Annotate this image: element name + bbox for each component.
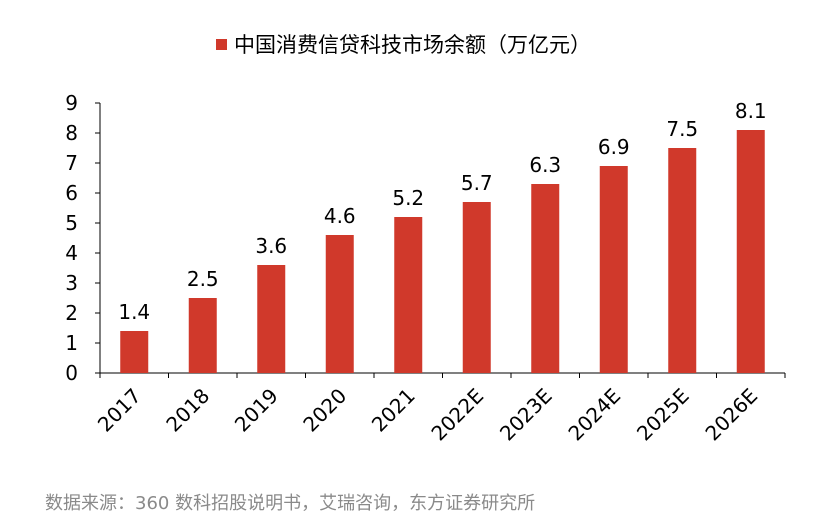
data-label: 5.7 xyxy=(461,171,493,195)
x-tick-label: 2023E xyxy=(495,384,557,446)
data-label: 6.9 xyxy=(598,135,630,159)
x-tick-label: 2019 xyxy=(230,384,283,437)
bar xyxy=(531,184,560,373)
bar xyxy=(394,217,423,373)
x-axis-ticks: 2017 2018 2019 2020 2021 2022E 2023E 2024E 2025E… xyxy=(93,373,786,446)
bar xyxy=(188,298,217,373)
x-tick-label: 2018 xyxy=(161,384,214,437)
y-tick-label: 2 xyxy=(65,301,78,325)
data-labels: 1.4 2.5 3.6 4.6 5.2 5.7 6.3 6.9 7.5 8.1 xyxy=(118,99,766,324)
data-label: 7.5 xyxy=(666,117,698,141)
x-tick-label: 2024E xyxy=(563,384,625,446)
x-tick-label: 2026E xyxy=(700,384,762,446)
data-label: 6.3 xyxy=(529,153,561,177)
y-tick-label: 7 xyxy=(65,151,78,175)
legend: 中国消费信贷科技市场余额（万亿元） xyxy=(216,33,591,57)
source-note: 数据来源：360 数科招股说明书，艾瑞咨询，东方证券研究所 xyxy=(45,493,536,514)
legend-label: 中国消费信贷科技市场余额（万亿元） xyxy=(234,33,591,57)
bar xyxy=(668,148,697,373)
data-label: 2.5 xyxy=(187,267,219,291)
x-tick-label: 2025E xyxy=(632,384,694,446)
y-tick-label: 5 xyxy=(65,211,78,235)
y-tick-label: 6 xyxy=(65,181,78,205)
bar xyxy=(120,331,149,373)
bar xyxy=(325,235,354,373)
data-label: 3.6 xyxy=(255,234,287,258)
data-label: 5.2 xyxy=(392,186,424,210)
y-tick-label: 8 xyxy=(65,121,78,145)
x-tick-label: 2022E xyxy=(426,384,488,446)
bar xyxy=(736,130,765,373)
bar xyxy=(599,166,628,373)
x-tick-label: 2017 xyxy=(93,384,146,437)
y-tick-label: 9 xyxy=(65,91,78,115)
legend-swatch xyxy=(216,39,227,50)
y-tick-label: 0 xyxy=(65,361,78,385)
x-tick-label: 2021 xyxy=(367,384,420,437)
bar xyxy=(257,265,286,373)
y-tick-label: 3 xyxy=(65,271,78,295)
bar-chart: 中国消费信贷科技市场余额（万亿元） 0 1 2 3 4 5 6 7 8 9 1.4 2.5 3.6 4.… xyxy=(65,33,786,446)
bar xyxy=(462,202,491,373)
data-label: 8.1 xyxy=(735,99,767,123)
data-label: 4.6 xyxy=(324,204,356,228)
bars xyxy=(120,130,765,373)
y-tick-label: 4 xyxy=(65,241,78,265)
y-axis-ticks: 0 1 2 3 4 5 6 7 8 9 xyxy=(65,91,100,385)
x-tick-label: 2020 xyxy=(298,384,351,437)
y-tick-label: 1 xyxy=(65,331,78,355)
data-label: 1.4 xyxy=(118,300,150,324)
